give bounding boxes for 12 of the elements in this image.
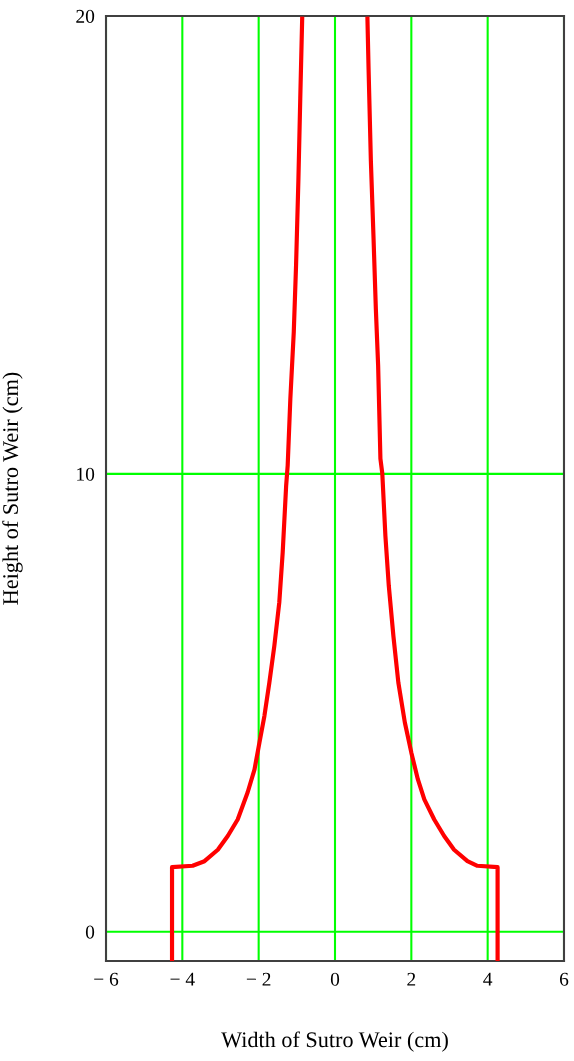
- y-tick-label: 0: [85, 925, 95, 939]
- x-tick-label: 4: [483, 972, 493, 986]
- x-tick-label: − 4: [170, 972, 195, 986]
- x-tick-label: − 2: [246, 972, 271, 986]
- x-tick-label: 2: [407, 972, 416, 986]
- x-tick-label: 6: [559, 972, 569, 986]
- x-tick-label: 0: [330, 972, 340, 986]
- x-tick-label: − 6: [94, 972, 119, 986]
- y-axis-title: Height of Sutro Weir (cm): [2, 372, 23, 605]
- y-tick-label: 10: [77, 467, 95, 481]
- y-tick-label: 20: [76, 9, 95, 23]
- x-axis-title: Width of Sutro Weir (cm): [221, 1031, 448, 1052]
